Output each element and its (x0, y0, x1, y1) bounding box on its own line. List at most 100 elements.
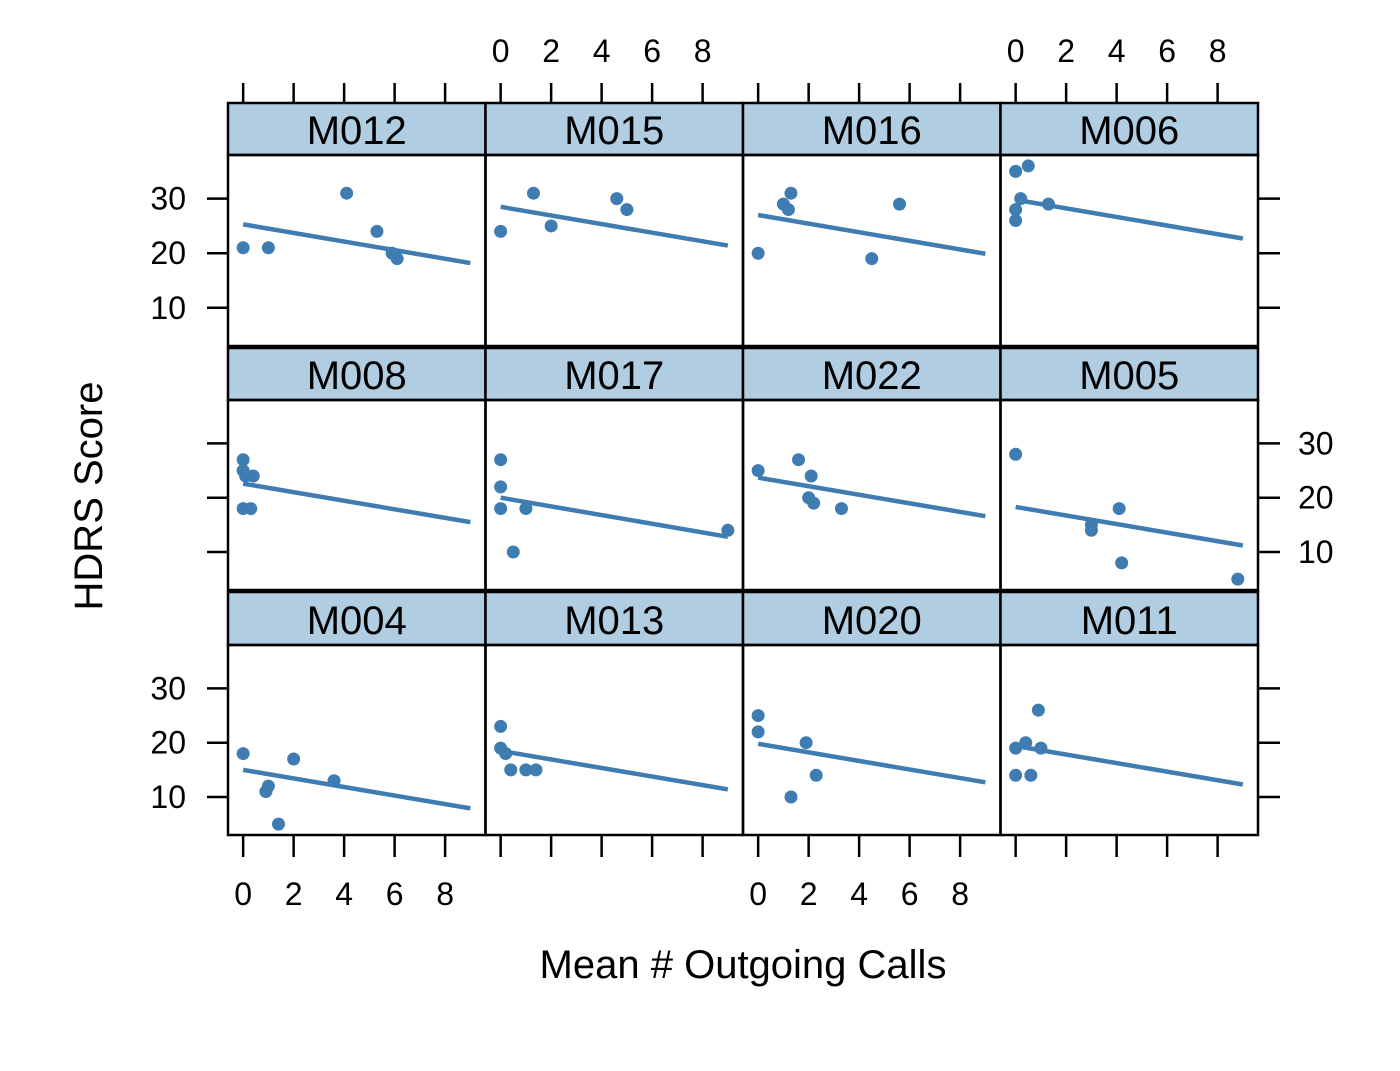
fit-line-M016 (757, 212, 986, 256)
x-tick-label-top-3-6: 6 (1158, 33, 1176, 69)
panel-frame-M017 (484, 398, 745, 592)
strip-label-M008: M008 (307, 354, 407, 398)
point-M006-2 (1009, 203, 1023, 217)
point-M012-0 (236, 241, 250, 255)
y-tick-label-left-0-30: 30 (150, 181, 186, 217)
point-M017-4 (506, 545, 520, 559)
point-M004-0 (236, 747, 250, 761)
panel-frame-M005 (999, 398, 1260, 592)
strip-M013 (484, 590, 745, 647)
fit-line-M005 (1015, 504, 1244, 548)
panel-frame-M006 (999, 153, 1260, 348)
point-M015-2 (544, 219, 558, 233)
fit-line-M022 (757, 475, 986, 519)
x-tick-label-top-1-8: 8 (694, 33, 712, 69)
point-M020-4 (809, 768, 823, 782)
x-tick-label-top-3-4: 4 (1108, 33, 1126, 69)
x-tick-label-top-1-6: 6 (643, 33, 661, 69)
strip-label-M016: M016 (822, 109, 922, 153)
strip-label-M004: M004 (307, 599, 407, 643)
point-M022-5 (834, 502, 848, 516)
point-M004-3 (271, 817, 285, 831)
panel-frame-M015 (484, 153, 745, 348)
x-tick-label-bottom-2-2: 2 (800, 876, 818, 912)
point-M005-2 (1084, 523, 1098, 537)
panel-frame-M008 (226, 398, 487, 592)
strip-label-M015: M015 (564, 109, 664, 153)
strip-label-M013: M013 (564, 599, 664, 643)
point-M016-3 (784, 186, 798, 200)
point-M006-3 (1009, 213, 1023, 227)
fit-line-M015 (500, 204, 729, 248)
strip-label-M006: M006 (1079, 109, 1179, 153)
x-tick-label-bottom-2-8: 8 (951, 876, 969, 912)
point-M022-0 (751, 464, 765, 478)
strip-label-M022: M022 (822, 354, 922, 398)
point-M011-5 (1034, 741, 1048, 755)
panel-frame-M013 (484, 643, 745, 837)
point-M017-1 (494, 480, 508, 494)
point-M013-3 (504, 763, 518, 777)
point-M005-0 (1009, 447, 1023, 461)
fit-line-M020 (757, 741, 986, 785)
strip-M017 (484, 346, 745, 402)
strip-label-M011: M011 (1081, 599, 1178, 643)
x-tick-label-bottom-2-0: 0 (749, 876, 767, 912)
point-M022-2 (804, 469, 818, 483)
point-M020-3 (799, 736, 813, 750)
x-tick-label-top-3-0: 0 (1007, 33, 1025, 69)
point-M006-1 (1021, 159, 1035, 173)
point-M008-0 (236, 453, 250, 467)
y-tick-label-left-0-20: 20 (150, 235, 186, 271)
point-M012-1 (261, 241, 275, 255)
point-M005-4 (1115, 556, 1129, 570)
y-tick-label-right-1-10: 10 (1298, 534, 1334, 570)
point-M017-5 (721, 523, 735, 537)
point-M005-3 (1112, 502, 1126, 516)
fit-line-M012 (242, 222, 471, 266)
point-M020-2 (784, 790, 798, 804)
point-M013-0 (494, 719, 508, 733)
point-M015-4 (620, 203, 634, 217)
y-tick-label-left-2-30: 30 (150, 670, 186, 706)
x-tick-label-bottom-0-8: 8 (436, 876, 454, 912)
point-M016-0 (751, 246, 765, 260)
panel-frame-M020 (741, 643, 1002, 837)
point-M011-4 (1031, 703, 1045, 717)
x-tick-label-bottom-0-0: 0 (234, 876, 252, 912)
point-M017-2 (494, 502, 508, 516)
panel-frame-M011 (999, 643, 1260, 837)
point-M011-3 (1024, 768, 1038, 782)
point-M011-0 (1009, 741, 1023, 755)
fit-line-M011 (1015, 743, 1244, 787)
x-tick-label-bottom-0-4: 4 (335, 876, 353, 912)
point-M017-0 (494, 453, 508, 467)
point-M020-0 (751, 709, 765, 723)
x-tick-label-top-3-8: 8 (1209, 33, 1227, 69)
point-M008-3 (246, 469, 260, 483)
x-tick-label-bottom-2-6: 6 (901, 876, 919, 912)
point-M016-4 (865, 252, 879, 266)
y-tick-label-right-1-30: 30 (1298, 425, 1334, 461)
fit-line-M017 (500, 495, 729, 540)
point-M006-4 (1014, 192, 1028, 206)
y-tick-label-left-2-20: 20 (150, 725, 186, 761)
point-M012-5 (390, 252, 404, 266)
point-M015-3 (610, 192, 624, 206)
point-M015-1 (526, 186, 540, 200)
strip-M016 (741, 101, 1002, 157)
x-tick-label-top-1-2: 2 (542, 33, 560, 69)
strip-label-M005: M005 (1079, 354, 1179, 398)
y-tick-label-right-1-20: 20 (1298, 480, 1334, 516)
x-tick-label-top-1-4: 4 (593, 33, 611, 69)
point-M008-5 (244, 502, 258, 516)
y-tick-label-left-0-10: 10 (150, 290, 186, 326)
point-M011-1 (1009, 768, 1023, 782)
strip-M015 (484, 101, 745, 157)
point-M016-5 (893, 197, 907, 211)
point-M005-5 (1231, 572, 1245, 586)
strip-label-M012: M012 (307, 109, 407, 153)
fit-line-M008 (242, 481, 471, 525)
x-axis-label: Mean # Outgoing Calls (540, 943, 947, 987)
y-axis-label: HDRS Score (67, 382, 111, 611)
